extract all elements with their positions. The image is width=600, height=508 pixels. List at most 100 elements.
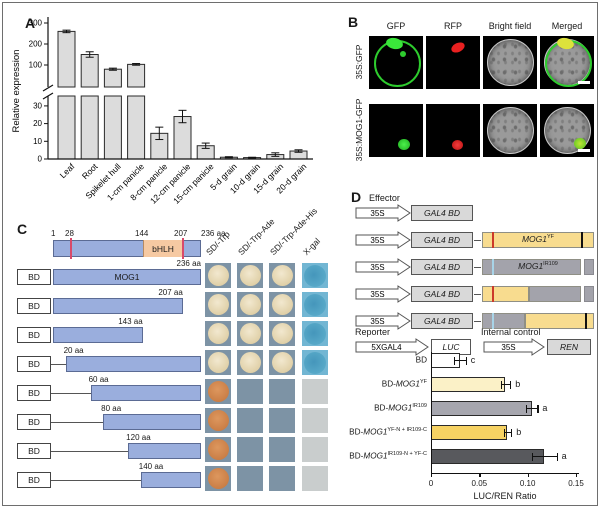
x-tick-label: 0 xyxy=(428,479,434,488)
luc-ren-chart: BD c BD-MOG1YF b BD-MOG1IR109 a BD-MOG1YF-N + … xyxy=(333,352,597,504)
bd-box: BD xyxy=(17,356,51,372)
media-header: SD/-Trp-Ade xyxy=(235,216,277,257)
bd-box: BD xyxy=(17,385,51,401)
colony xyxy=(271,352,293,373)
gfp-dot xyxy=(400,51,406,57)
protein-bar xyxy=(53,240,201,257)
tick-label: 10 xyxy=(33,137,42,146)
bar-lower xyxy=(103,95,122,160)
spot-empty xyxy=(237,466,263,491)
error-cap-left xyxy=(503,428,505,437)
bd-box: BD xyxy=(17,443,51,459)
reporter-5xgal4-promoter: 5XGAL4 xyxy=(355,338,429,356)
bd-box: BD xyxy=(17,327,51,343)
significance-letter: b xyxy=(516,427,522,437)
bar-upper xyxy=(57,30,76,88)
panel-b: B GFP RFP Bright field Merged 35S:GFP 35… xyxy=(3,3,597,505)
fusion-segment-yellow xyxy=(482,286,530,302)
bd-box: BD xyxy=(17,414,51,430)
colony xyxy=(207,352,229,373)
colony xyxy=(239,294,261,315)
spot-cream xyxy=(237,263,263,288)
fusion-segment-gray xyxy=(482,313,525,329)
tick-label: 300 xyxy=(29,19,43,28)
x-tick xyxy=(479,473,481,477)
spot-xgal-pos xyxy=(302,350,328,375)
micrograph-merged-2 xyxy=(540,104,594,157)
aa-pos-1: 1 xyxy=(51,229,56,238)
bar xyxy=(266,154,285,160)
spot-orange xyxy=(205,437,231,462)
fusion-label: MOG1IR109 xyxy=(482,261,594,271)
promoter-label: 35S xyxy=(370,209,384,218)
panel-b-label: B xyxy=(348,14,359,30)
label-prefix: BD xyxy=(415,355,427,365)
tick-label: 0 xyxy=(38,155,43,164)
micrograph-gfp-2 xyxy=(369,104,423,157)
micrograph-brightfield-1 xyxy=(483,36,537,89)
category-label: 12-cm panicle xyxy=(148,161,193,206)
colony xyxy=(304,293,326,316)
fusion-allele-sup: YF xyxy=(547,234,555,241)
spot-cream xyxy=(269,292,295,317)
spot-empty xyxy=(237,379,263,404)
promoter-arrow-shape xyxy=(355,258,411,276)
promoter-arrow-shape xyxy=(355,338,429,356)
label-sup: YF xyxy=(419,379,427,385)
gal4bd-box: GAL4 BD xyxy=(411,286,473,302)
colony xyxy=(207,439,229,460)
bar xyxy=(196,145,215,160)
fusion-marker-black xyxy=(580,232,583,248)
significance-letter: c xyxy=(470,355,476,365)
construct-bar xyxy=(128,443,201,459)
gfp-membrane-ring xyxy=(374,40,421,87)
bd-box: BD xyxy=(17,298,51,314)
rfp-nuclear-dot xyxy=(452,140,463,150)
axis-break-mark xyxy=(42,84,54,92)
tick-label: 20 xyxy=(33,119,42,128)
gfp-bright-patch xyxy=(385,36,404,51)
fusion-gene-name: MOG1 xyxy=(521,234,547,244)
fusion-tail-segment xyxy=(584,259,594,275)
significance-letter: a xyxy=(542,403,548,413)
bar-upper xyxy=(80,54,99,88)
micrograph-gfp-1 xyxy=(369,36,423,89)
bar xyxy=(173,116,192,160)
spot-empty xyxy=(269,379,295,404)
colony xyxy=(207,410,229,431)
tick-label: 100 xyxy=(29,61,43,70)
fusion-tail-segment xyxy=(584,286,594,302)
promoter-arrow-shape xyxy=(483,338,545,356)
construct-bar xyxy=(53,298,183,314)
colony xyxy=(207,294,229,315)
colony xyxy=(239,265,261,286)
bar-label: BD xyxy=(333,355,427,365)
marker-line-28 xyxy=(70,238,72,259)
x-axis xyxy=(431,473,579,475)
rfp-signal xyxy=(449,40,467,55)
construct-bar: MOG1 xyxy=(53,269,201,285)
construct-bar xyxy=(103,414,201,430)
gfp-membrane-ring xyxy=(545,40,592,87)
column-header-rfp: RFP xyxy=(444,21,462,31)
bar xyxy=(150,132,169,160)
construct-bar xyxy=(65,356,201,372)
effector-title: Effector xyxy=(369,193,400,203)
colony xyxy=(207,265,229,286)
spot-empty xyxy=(237,408,263,433)
bar-label: BD-MOG1YF xyxy=(333,379,427,389)
spot-empty xyxy=(269,466,295,491)
fusion-bar xyxy=(482,313,594,329)
aa-length-label: 236 aa xyxy=(176,259,201,268)
effector-35s-promoter: 35S xyxy=(355,204,411,222)
gfp-nuclear-dot xyxy=(398,139,410,150)
spot-cream xyxy=(269,263,295,288)
connector-line xyxy=(51,422,104,423)
error-cap-right xyxy=(511,428,513,437)
error-cap-left xyxy=(454,356,456,365)
colony xyxy=(304,264,326,287)
spot-cream xyxy=(205,292,231,317)
error-bar xyxy=(525,408,538,410)
colony xyxy=(207,468,229,489)
effector-35s-promoter: 35S xyxy=(355,231,411,249)
